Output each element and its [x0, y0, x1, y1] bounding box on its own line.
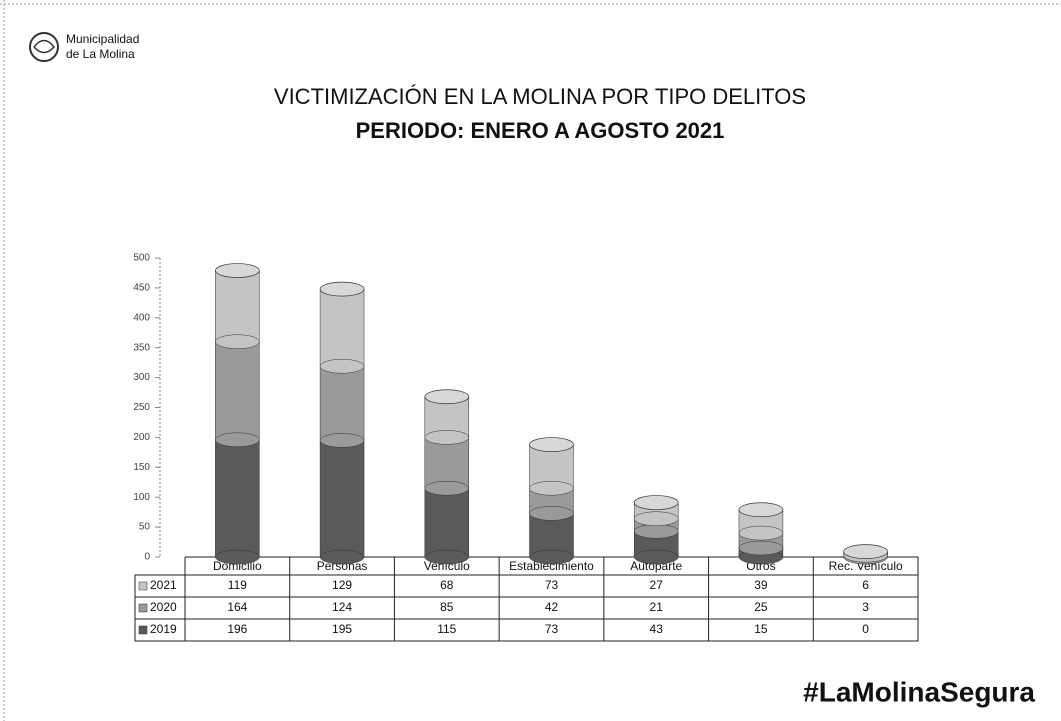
legend-swatch	[138, 625, 148, 635]
table-value: 43	[650, 622, 664, 636]
segment-edge	[215, 334, 260, 349]
table-value: 27	[650, 578, 664, 592]
legend-label: 2021	[150, 578, 177, 592]
bar-cap	[424, 389, 470, 405]
y-tick-label: 100	[133, 492, 150, 503]
table-value: 119	[228, 578, 247, 592]
org-name: de La Molina	[66, 47, 135, 61]
y-tick-label: 200	[133, 432, 150, 443]
table-value: 124	[332, 600, 352, 614]
segment-edge	[738, 525, 784, 541]
segment-edge	[633, 549, 679, 565]
bar-segment	[424, 437, 470, 489]
bar-cap	[215, 263, 260, 278]
table-value: 195	[332, 622, 352, 636]
legend-swatch	[138, 581, 148, 591]
table-value: 164	[227, 600, 247, 614]
org-name: Municipalidad	[66, 32, 139, 46]
segment-edge	[319, 433, 365, 448]
x-tick-label: Rec. Vehículo	[829, 559, 903, 573]
segment-edge	[633, 511, 679, 526]
segment-edge	[424, 549, 470, 565]
table-value: 115	[437, 622, 456, 636]
bar-cap	[633, 495, 679, 510]
segment-edge	[319, 549, 365, 565]
bar-cap	[529, 437, 574, 452]
y-tick-label: 150	[133, 462, 150, 473]
table-value: 42	[545, 600, 559, 614]
segment-edge	[319, 358, 365, 374]
x-tick-label: Establecimiento	[509, 559, 594, 573]
y-tick-label: 350	[133, 342, 150, 353]
bar-cap	[738, 502, 784, 518]
table-value: 39	[754, 578, 768, 592]
table-value: 0	[862, 622, 869, 636]
bar-segment	[215, 270, 260, 342]
bar-segment	[215, 439, 260, 558]
bar-segment	[424, 487, 470, 558]
table-value: 6	[862, 578, 869, 592]
y-tick-label: 250	[133, 402, 150, 413]
table-value: 3	[862, 600, 869, 614]
y-tick-label: 50	[139, 522, 151, 533]
segment-edge	[424, 430, 470, 445]
segment-edge	[215, 432, 260, 448]
bar-segment	[215, 341, 260, 441]
bar-segment	[319, 365, 365, 441]
table-value: 68	[440, 578, 454, 592]
y-tick-label: 300	[133, 372, 150, 383]
table-value: 196	[227, 622, 247, 636]
table-value: 73	[545, 578, 559, 592]
segment-edge	[633, 524, 679, 539]
segment-edge	[215, 549, 260, 565]
bar-segment	[319, 440, 365, 558]
y-tick-label: 400	[133, 312, 150, 323]
bar-cap	[843, 544, 888, 559]
table-value: 21	[650, 600, 664, 614]
y-tick-label: 0	[144, 552, 150, 563]
segment-edge	[529, 549, 574, 565]
table-value: 25	[754, 600, 768, 614]
chart-title: VICTIMIZACIÓN EN LA MOLINA POR TIPO DELI…	[274, 84, 806, 109]
y-tick-label: 450	[133, 283, 150, 294]
legend-swatch	[138, 603, 148, 613]
table-value: 129	[332, 578, 352, 592]
bar-segment	[529, 513, 574, 558]
segment-edge	[529, 506, 574, 521]
logo	[29, 32, 59, 62]
legend-label: 2019	[150, 622, 177, 636]
segment-edge	[424, 480, 470, 496]
table-value: 15	[754, 622, 768, 636]
table-value: 73	[545, 622, 559, 636]
y-tick-label: 500	[133, 253, 150, 264]
segment-edge	[529, 480, 574, 496]
legend-label: 2020	[150, 600, 177, 614]
segment-edge	[738, 540, 784, 556]
hashtag: #LaMolinaSegura	[803, 676, 1035, 707]
table-value: 85	[440, 600, 454, 614]
bar-segment	[319, 288, 365, 367]
bar-cap	[319, 281, 365, 297]
chart-subtitle: PERIODO: ENERO A AGOSTO 2021	[356, 118, 725, 143]
